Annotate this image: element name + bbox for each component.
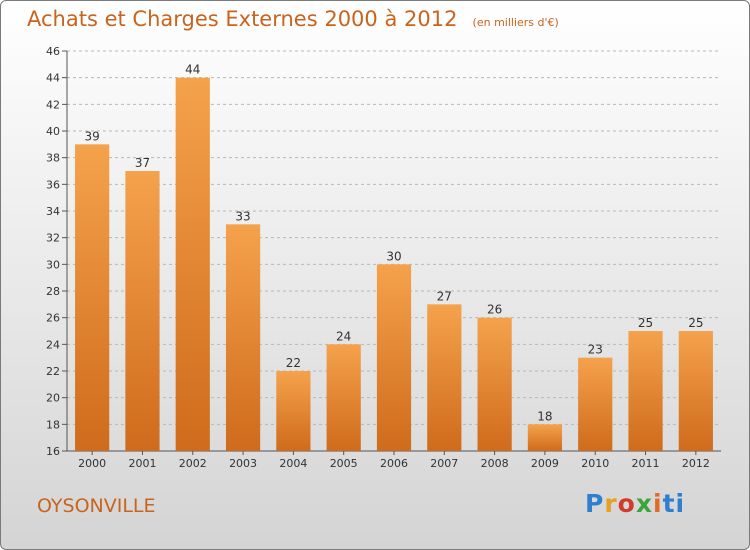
y-tick-label: 42 [46,98,60,111]
data-label: 27 [437,289,452,303]
y-tick-label: 18 [46,418,60,431]
x-tick-label: 2012 [682,457,710,470]
y-tick-label: 30 [46,258,60,271]
x-tick-label: 2006 [380,457,408,470]
bar [376,264,412,451]
data-label: 39 [85,129,100,143]
y-tick-label: 34 [46,205,60,218]
bar [477,317,512,451]
bar [225,224,261,451]
data-label: 37 [135,156,150,170]
x-tick-label: 2011 [632,457,660,470]
x-tick-label: 2007 [430,457,458,470]
bar [628,331,663,451]
x-tick-label: 2010 [581,457,609,470]
x-tick-label: 2003 [229,457,257,470]
chart-subtitle: (en milliers d'€) [472,16,559,29]
bar [75,144,110,452]
y-tick-label: 22 [46,365,60,378]
y-tick-label: 32 [46,232,60,245]
data-label: 30 [386,249,401,263]
y-tick-label: 20 [46,392,60,405]
data-label: 24 [336,329,351,343]
x-tick-label: 2001 [128,457,156,470]
y-tick-label: 24 [46,338,60,351]
data-label: 25 [638,316,653,330]
y-tick-label: 28 [46,285,60,298]
y-tick-label: 26 [46,312,60,325]
data-label: 25 [688,316,703,330]
x-tick-label: 2008 [481,457,509,470]
proxiti-logo: Proxiti [585,489,686,518]
bar [427,304,462,451]
x-tick-label: 2005 [330,457,358,470]
y-tick-label: 44 [46,72,60,85]
y-tick-label: 40 [46,125,60,138]
bar [125,171,160,451]
bar [175,77,210,452]
bar [527,424,563,451]
x-tick-label: 2009 [531,457,559,470]
commune-name: OYSONVILLE [37,495,156,517]
bar [578,357,613,451]
bar [678,331,713,451]
y-tick-label: 16 [46,445,60,458]
data-label: 26 [487,303,502,317]
bar [326,344,361,451]
data-label: 23 [588,343,603,357]
data-label: 18 [537,409,552,423]
title-row: Achats et Charges Externes 2000 à 2012 (… [27,7,559,31]
data-label: 22 [286,356,301,370]
x-tick-label: 2002 [179,457,207,470]
x-tick-label: 2004 [279,457,307,470]
y-tick-label: 36 [46,178,60,191]
data-label: 44 [185,63,200,77]
x-tick-label: 2000 [78,457,106,470]
bar [276,371,311,451]
y-tick-label: 46 [46,45,60,58]
y-tick-label: 38 [46,152,60,165]
data-label: 33 [235,209,250,223]
chart-title: Achats et Charges Externes 2000 à 2012 [27,7,458,31]
